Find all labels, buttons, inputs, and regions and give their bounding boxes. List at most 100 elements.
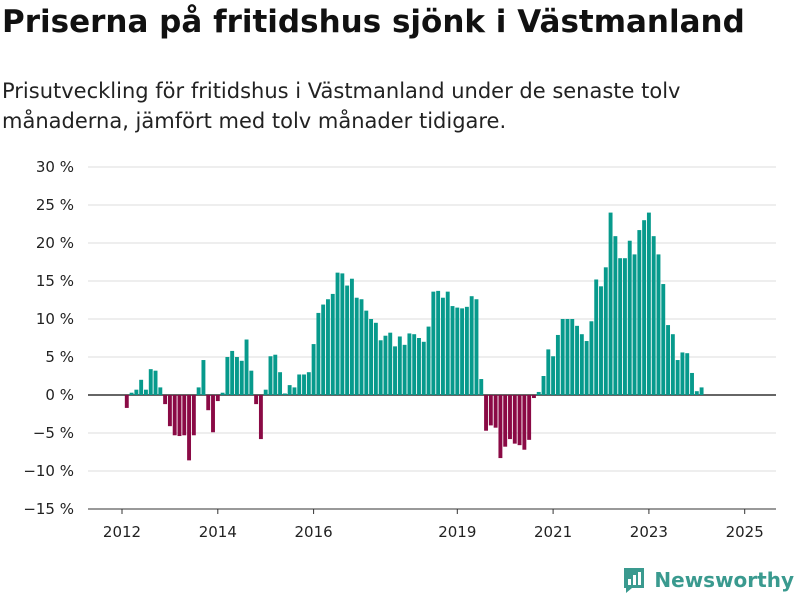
- bar: [680, 352, 685, 395]
- bar: [493, 395, 498, 428]
- bar: [124, 395, 129, 408]
- bar: [531, 395, 536, 399]
- bar: [579, 334, 584, 395]
- bar: [287, 385, 292, 395]
- bar: [536, 391, 541, 395]
- bar: [397, 336, 402, 395]
- bar: [163, 395, 168, 405]
- x-axis: 2012 2014 2016 2019 2021 2023 2025: [88, 508, 776, 541]
- bar: [570, 319, 575, 395]
- bar: [661, 284, 666, 395]
- bar: [460, 308, 465, 395]
- bar: [627, 240, 632, 395]
- bar: [685, 353, 690, 395]
- bar: [675, 360, 680, 395]
- x-tick-label: 2021: [534, 523, 572, 541]
- bar: [244, 339, 249, 395]
- bar: [268, 356, 273, 395]
- bar: [220, 392, 225, 395]
- bar: [498, 395, 503, 459]
- bar: [412, 334, 417, 395]
- bar: [148, 369, 153, 395]
- bar: [440, 297, 445, 395]
- bar: [527, 395, 532, 440]
- bar: [378, 340, 383, 395]
- bar: [144, 389, 148, 395]
- y-tick-label: 25 %: [36, 196, 74, 214]
- bar: [158, 387, 163, 395]
- bar: [306, 372, 311, 395]
- bar: [129, 392, 134, 395]
- bar: [273, 354, 278, 395]
- bar: [479, 379, 484, 395]
- bar: [321, 304, 326, 395]
- bar: [642, 220, 647, 395]
- bar: [373, 322, 378, 395]
- bar: [349, 278, 354, 395]
- bar: [594, 279, 599, 395]
- bar: [172, 395, 177, 436]
- x-tick-label: 2019: [438, 523, 476, 541]
- bar: [364, 310, 369, 395]
- bar: [249, 370, 254, 395]
- bar: [407, 333, 412, 395]
- bar: [508, 395, 512, 440]
- chart-title: Priserna på fritidshus sjönk i Västmanla…: [2, 4, 745, 40]
- bar: [464, 306, 469, 395]
- bar: [215, 395, 220, 402]
- bar: [618, 258, 623, 395]
- bar: [450, 306, 455, 395]
- bar: [608, 212, 613, 395]
- bar: [555, 334, 560, 395]
- bar: [584, 341, 589, 395]
- bar: [560, 319, 565, 395]
- bar: [546, 349, 551, 395]
- bar: [522, 395, 527, 450]
- bar: [134, 389, 139, 395]
- bar: [445, 291, 450, 395]
- y-tick-label: 5 %: [45, 348, 74, 366]
- y-tick-label: 20 %: [36, 234, 74, 252]
- bar: [613, 236, 618, 395]
- newsworthy-logo[interactable]: Newsworthy: [622, 566, 794, 594]
- bar: [383, 335, 388, 395]
- bar: [694, 391, 699, 395]
- bar: [402, 344, 407, 395]
- x-tick-label: 2014: [199, 523, 237, 541]
- chart-subtitle: Prisutveckling för fritidshus i Västmanl…: [2, 79, 681, 133]
- bar: [230, 350, 235, 395]
- bar: [206, 395, 211, 411]
- value-annotation: −3 %: [724, 0, 765, 4]
- bar: [187, 395, 192, 461]
- bar: [388, 332, 393, 395]
- bar: [302, 374, 306, 395]
- bar: [417, 338, 421, 395]
- y-tick-label: 30 %: [36, 158, 74, 176]
- bar: [326, 299, 330, 395]
- bar: [551, 356, 556, 395]
- bar: [263, 389, 268, 395]
- bar: [565, 319, 570, 395]
- bars: [124, 212, 704, 461]
- brand-name: Newsworthy: [654, 568, 794, 592]
- bar: [484, 395, 488, 431]
- bar: [258, 395, 263, 440]
- bar: [354, 297, 359, 395]
- bar: [666, 325, 671, 395]
- bar: [153, 370, 158, 395]
- bar: [211, 395, 215, 433]
- bar: [292, 387, 297, 395]
- bar: [359, 299, 364, 395]
- bar: [651, 236, 656, 395]
- bar: [541, 376, 546, 395]
- bar: [575, 325, 579, 395]
- bar: [589, 321, 594, 395]
- bar: [699, 387, 704, 395]
- bar: [225, 357, 230, 395]
- bar: [235, 357, 239, 395]
- bar: [278, 372, 283, 395]
- bar: [426, 326, 431, 395]
- y-tick-label: 10 %: [36, 310, 74, 328]
- bar: [369, 319, 374, 395]
